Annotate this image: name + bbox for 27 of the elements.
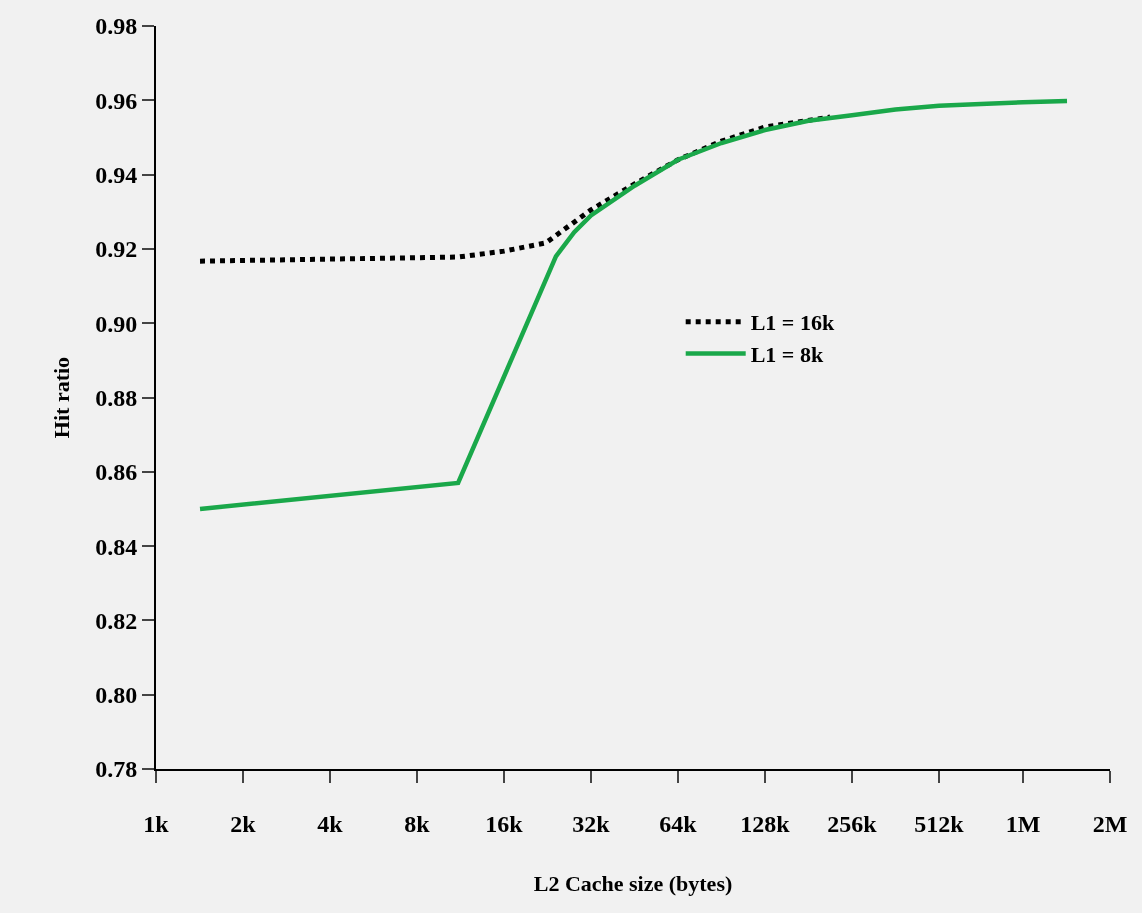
x-tick-label: 16k [485,810,524,837]
x-tick-label: 1M [1005,810,1041,837]
legend-label: L1 = 16k [750,310,835,336]
x-tick-label: 2k [230,810,257,837]
y-tick-label: 0.84 [95,533,138,560]
legend-label: L1 = 8k [750,342,824,368]
y-tick-label: 0.82 [95,607,138,634]
y-tick-label: 0.92 [95,236,138,263]
x-tick-label: 32k [572,810,611,837]
x-tick-label: 2M [1092,810,1128,837]
y-tick-label: 0.80 [95,682,138,709]
x-tick-label: 8k [404,810,431,837]
y-tick-label: 0.96 [95,87,138,114]
y-tick-label: 0.86 [95,459,138,486]
y-axis-title: Hit ratio [48,356,74,439]
x-tick-label: 512k [914,810,965,837]
y-tick-label: 0.88 [95,384,138,411]
x-tick-label: 1k [143,810,170,837]
x-tick-label: 64k [659,810,698,837]
y-tick-label: 0.94 [95,162,138,188]
y-tick-label: 0.78 [95,756,138,783]
x-tick-label: 256k [827,810,878,837]
x-tick-label: 4k [317,810,344,837]
y-tick-label: 0.98 [95,13,138,40]
x-axis-title: L2 Cache size (bytes) [533,871,733,897]
y-tick-label: 0.90 [95,310,138,337]
x-tick-label: 128k [740,810,791,837]
